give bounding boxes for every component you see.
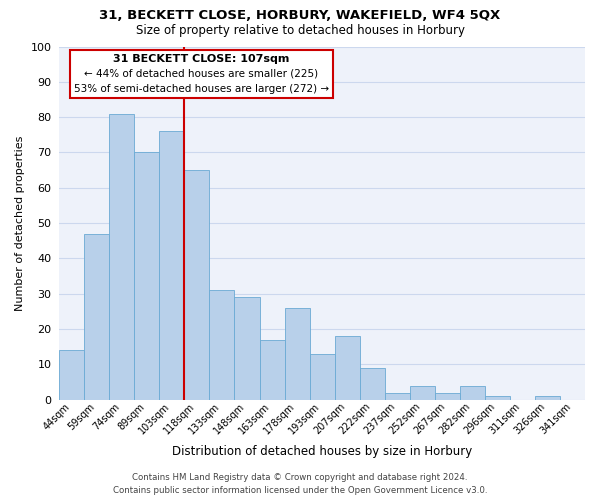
Bar — [284, 308, 310, 400]
FancyBboxPatch shape — [70, 50, 332, 98]
Text: Contains HM Land Registry data © Crown copyright and database right 2024.
Contai: Contains HM Land Registry data © Crown c… — [113, 474, 487, 495]
Bar — [335, 336, 359, 400]
Y-axis label: Number of detached properties: Number of detached properties — [15, 136, 25, 311]
Bar — [109, 114, 134, 400]
Bar — [84, 234, 109, 400]
Text: Size of property relative to detached houses in Horbury: Size of property relative to detached ho… — [136, 24, 464, 37]
Bar — [359, 368, 385, 400]
Text: ← 44% of detached houses are smaller (225): ← 44% of detached houses are smaller (22… — [84, 69, 318, 79]
Bar — [435, 392, 460, 400]
Bar — [410, 386, 435, 400]
Text: 31 BECKETT CLOSE: 107sqm: 31 BECKETT CLOSE: 107sqm — [113, 54, 289, 64]
Bar — [160, 132, 184, 400]
Bar — [385, 392, 410, 400]
Bar — [209, 290, 235, 400]
Bar — [535, 396, 560, 400]
Bar — [485, 396, 510, 400]
Bar — [134, 152, 160, 400]
Bar — [59, 350, 84, 400]
Text: 31, BECKETT CLOSE, HORBURY, WAKEFIELD, WF4 5QX: 31, BECKETT CLOSE, HORBURY, WAKEFIELD, W… — [100, 9, 500, 22]
Bar — [235, 298, 260, 400]
X-axis label: Distribution of detached houses by size in Horbury: Distribution of detached houses by size … — [172, 444, 472, 458]
Text: 53% of semi-detached houses are larger (272) →: 53% of semi-detached houses are larger (… — [74, 84, 329, 94]
Bar — [260, 340, 284, 400]
Bar — [184, 170, 209, 400]
Bar — [460, 386, 485, 400]
Bar — [310, 354, 335, 400]
